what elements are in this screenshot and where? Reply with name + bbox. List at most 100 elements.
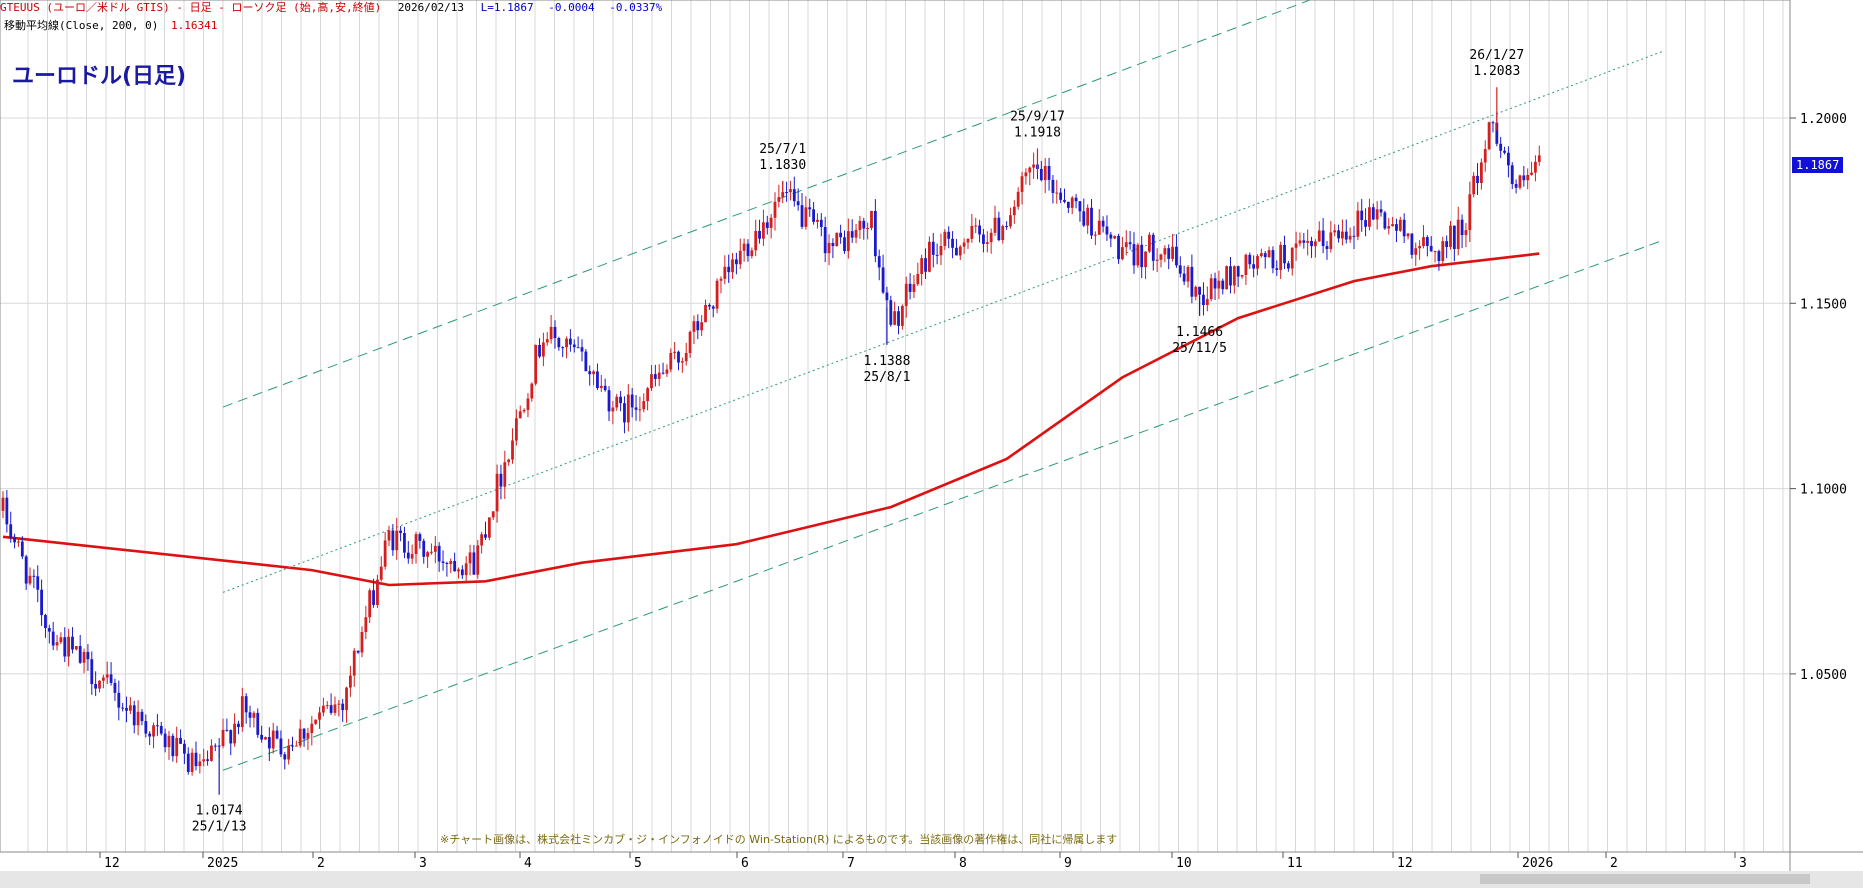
last-price: L=1.1867 (480, 1, 534, 14)
candle-body (74, 646, 78, 650)
candle-body (314, 719, 318, 724)
candle-body (514, 418, 518, 441)
trend-channel-layer (222, 0, 1663, 771)
candle-body (700, 322, 704, 331)
candle-body (603, 385, 607, 391)
x-tick-label: 2 (1610, 856, 1618, 871)
candle-body (1483, 149, 1487, 163)
candle-body (202, 759, 206, 762)
candle-body (673, 351, 677, 353)
chart-header: GTEUUS (ユーロ／米ドル GTIS) - 日足 - ローソク足 (始,高,… (0, 0, 670, 16)
candle-body (1445, 241, 1449, 248)
candle-body (819, 219, 823, 228)
candle-body (904, 283, 908, 306)
scrollbar-thumb[interactable] (1480, 874, 1810, 884)
candle-body (1375, 209, 1379, 220)
candle-body (754, 230, 758, 251)
annotation-line-2: 1.1830 (759, 158, 806, 173)
candle-body (518, 411, 522, 419)
candle-body (1209, 278, 1213, 300)
candle-body (90, 659, 94, 685)
candle-body (630, 394, 634, 408)
candle-body (503, 462, 507, 487)
candle-body (1286, 263, 1290, 269)
candle-body (931, 241, 935, 255)
candle-body (947, 231, 951, 239)
candle-body (607, 390, 611, 412)
candle-body (1418, 246, 1422, 249)
candle-body (1225, 266, 1229, 290)
candle-body (55, 642, 59, 646)
candle-body (1352, 235, 1356, 237)
candle-body (576, 347, 580, 349)
chart-grid (0, 0, 1790, 852)
candle-body (1410, 233, 1414, 255)
candle-body (1140, 244, 1144, 268)
candle-body (1503, 150, 1506, 153)
candle-body (321, 705, 325, 713)
candle-body (17, 541, 20, 543)
candle-body (800, 205, 804, 227)
candle-body (920, 258, 924, 274)
candle-body (121, 707, 125, 709)
candle-body (94, 684, 98, 689)
candle-body (715, 280, 719, 309)
candle-body (1325, 246, 1329, 250)
annotation-line-2: 1.2083 (1473, 64, 1520, 79)
candle-body (221, 729, 225, 747)
candle-body (1186, 266, 1190, 282)
candle-body (78, 646, 82, 663)
candle-body (623, 403, 626, 423)
candle-body (974, 225, 978, 227)
candle-body (279, 738, 283, 755)
candle-body (680, 361, 684, 363)
candle-body (9, 524, 13, 538)
candle-body (1275, 268, 1279, 270)
candle-body (225, 729, 229, 731)
candle-body (962, 242, 966, 247)
candle-body (1144, 251, 1147, 268)
candle-body (1452, 225, 1456, 249)
candle-body (642, 401, 646, 410)
candle-body (1217, 280, 1221, 289)
candle-body (1522, 175, 1526, 181)
candle-body (1464, 230, 1468, 236)
candle-body (167, 735, 171, 748)
candle-body (1086, 207, 1090, 226)
candle-body (677, 351, 680, 363)
candle-body (816, 219, 819, 222)
candle-body (804, 207, 808, 227)
candle-body (835, 232, 839, 247)
candle-body (1433, 251, 1437, 253)
candle-body (325, 705, 329, 707)
candle-body (526, 398, 530, 410)
candle-body (410, 554, 414, 559)
candle-body (1530, 172, 1533, 175)
candle-body (283, 754, 287, 760)
candle-body (1190, 266, 1194, 297)
candle-body (441, 561, 445, 563)
candle-body (1414, 248, 1418, 255)
horizontal-scrollbar[interactable] (0, 871, 1863, 888)
candle-body (140, 711, 144, 722)
candle-body (256, 712, 260, 735)
x-tick-label: 4 (524, 856, 532, 871)
candle-body (302, 728, 306, 739)
candle-body (484, 534, 487, 538)
candle-body (696, 321, 700, 331)
candle-body (873, 210, 877, 257)
x-tick-label: 2026 (1522, 856, 1553, 871)
candle-body (414, 534, 418, 555)
candle-body (1460, 219, 1464, 236)
candle-body (1468, 194, 1472, 231)
candle-body (329, 705, 333, 713)
candle-body (1472, 175, 1476, 195)
candle-body (511, 440, 514, 460)
candle-body (646, 388, 650, 402)
candle-body (1507, 152, 1510, 166)
candle-body (1267, 250, 1271, 258)
candle-body (233, 723, 236, 744)
candle-body (1171, 246, 1174, 259)
x-tick-label: 2 (317, 856, 325, 871)
candle-body (900, 305, 904, 326)
